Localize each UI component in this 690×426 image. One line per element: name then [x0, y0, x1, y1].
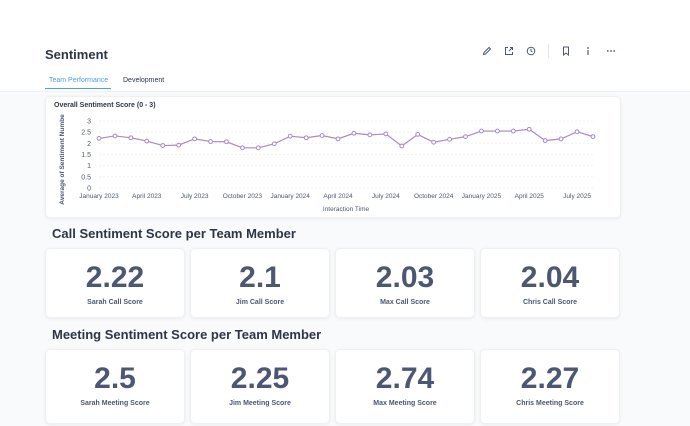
score-label: Jim Meeting Score	[229, 400, 291, 407]
data-point	[240, 145, 245, 151]
score-label: Sarah Meeting Score	[80, 400, 150, 407]
data-point	[96, 136, 102, 141]
tab-development[interactable]: Development	[123, 77, 165, 84]
data-point	[128, 135, 134, 141]
y-tick-label: 2.5	[81, 130, 91, 137]
clock-icon[interactable]	[524, 44, 538, 58]
data-point	[526, 126, 532, 132]
score-label: Max Call Score	[380, 299, 430, 306]
dashboard-header: Sentiment Team Performance Development	[0, 0, 690, 92]
data-point	[494, 128, 500, 134]
score-label: Sarah Call Score	[87, 299, 143, 306]
score-card-chris-call[interactable]: 2.04 Chris Call Score	[480, 248, 620, 318]
data-point	[144, 138, 150, 144]
score-label: Chris Call Score	[522, 299, 578, 306]
x-axis-label: Interaction Time	[323, 206, 370, 213]
score-card-max-call[interactable]: 2.03 Max Call Score	[335, 248, 475, 318]
score-card-jim-meeting[interactable]: 2.25 Jim Meeting Score	[190, 349, 330, 424]
chart-title: Overall Sentiment Score (0 - 3)	[54, 102, 156, 109]
x-tick-label: October 2023	[223, 193, 263, 200]
data-point	[255, 145, 261, 151]
y-tick-label: 0.5	[81, 174, 91, 181]
data-point	[224, 139, 229, 145]
score-card-sarah-call[interactable]: 2.22 Sarah Call Score	[45, 248, 185, 318]
x-tick-label: July 2023	[181, 193, 209, 200]
page-title: Sentiment	[45, 47, 108, 62]
share-icon[interactable]	[502, 44, 516, 58]
y-tick-label: 2	[87, 141, 91, 148]
data-point	[542, 138, 548, 144]
x-tick-label: July 2025	[563, 193, 591, 200]
score-value: 2.25	[230, 362, 290, 395]
score-value: 2.5	[94, 362, 136, 395]
x-tick-label: July 2024	[372, 193, 400, 200]
data-point	[319, 133, 325, 138]
data-point	[447, 136, 452, 142]
data-point	[192, 136, 198, 142]
score-card-jim-call[interactable]: 2.1 Jim Call Score	[190, 248, 330, 318]
x-tick-label: January 2025	[462, 193, 502, 200]
bookmark-icon[interactable]	[559, 44, 573, 58]
data-point	[271, 141, 277, 147]
data-point	[479, 128, 484, 134]
data-point	[415, 132, 421, 137]
data-point	[431, 139, 437, 145]
data-point	[176, 142, 182, 148]
data-point	[335, 136, 341, 142]
data-point	[510, 128, 516, 134]
data-point	[208, 139, 213, 144]
data-point	[590, 134, 596, 140]
x-tick-label: January 2024	[271, 193, 311, 200]
x-tick-label: April 2023	[132, 193, 162, 200]
score-value: 2.27	[520, 362, 580, 395]
data-point	[351, 130, 357, 136]
score-label: Jim Call Score	[235, 299, 285, 306]
call-section-title: Call Sentiment Score per Team Member	[52, 226, 296, 241]
x-tick-label: October 2024	[414, 193, 454, 200]
x-tick-label: April 2025	[515, 193, 545, 200]
data-point	[160, 143, 166, 148]
score-label: Max Meeting Score	[373, 400, 437, 407]
sentiment-line-chart: 0 0.5 1 1.5 2 2.5 3 January 2023 April 2023 July …	[59, 114, 596, 213]
series-line	[98, 128, 594, 149]
y-tick-label: 0	[87, 186, 91, 193]
x-tick-label: April 2024	[323, 193, 353, 200]
x-tick-label: January 2023	[79, 193, 119, 200]
data-point	[303, 135, 309, 141]
more-icon[interactable]	[604, 44, 618, 58]
score-value: 2.04	[520, 261, 580, 294]
data-point	[287, 133, 293, 139]
score-label: Chris Meeting Score	[516, 400, 584, 407]
score-value: 2.03	[375, 261, 435, 294]
score-value: 2.1	[239, 261, 281, 294]
score-value: 2.74	[375, 362, 435, 395]
y-axis-label: Average of Sentiment Numbe	[59, 114, 66, 205]
data-point	[367, 132, 373, 138]
score-card-sarah-meeting[interactable]: 2.5 Sarah Meeting Score	[45, 349, 185, 424]
data-point	[112, 133, 118, 139]
y-tick-label: 3	[87, 119, 91, 126]
score-card-chris-meeting[interactable]: 2.27 Chris Meeting Score	[480, 349, 620, 424]
data-point	[463, 134, 468, 140]
tab-team-performance[interactable]: Team Performance	[45, 77, 111, 89]
score-card-max-meeting[interactable]: 2.74 Max Meeting Score	[335, 349, 475, 424]
data-point	[399, 143, 405, 149]
sentiment-chart-card[interactable]: Overall Sentiment Score (0 - 3) 0 0.5 1 1.5…	[45, 96, 621, 218]
toolbar-divider	[548, 44, 549, 58]
data-point	[574, 129, 580, 135]
data-point	[558, 136, 564, 142]
y-tick-label: 1	[87, 163, 91, 170]
info-icon[interactable]	[581, 44, 595, 58]
meeting-section-title: Meeting Sentiment Score per Team Member	[52, 327, 322, 342]
pencil-icon[interactable]	[480, 44, 494, 58]
y-tick-label: 1.5	[81, 152, 91, 159]
score-value: 2.22	[85, 261, 145, 294]
data-point	[383, 131, 389, 137]
